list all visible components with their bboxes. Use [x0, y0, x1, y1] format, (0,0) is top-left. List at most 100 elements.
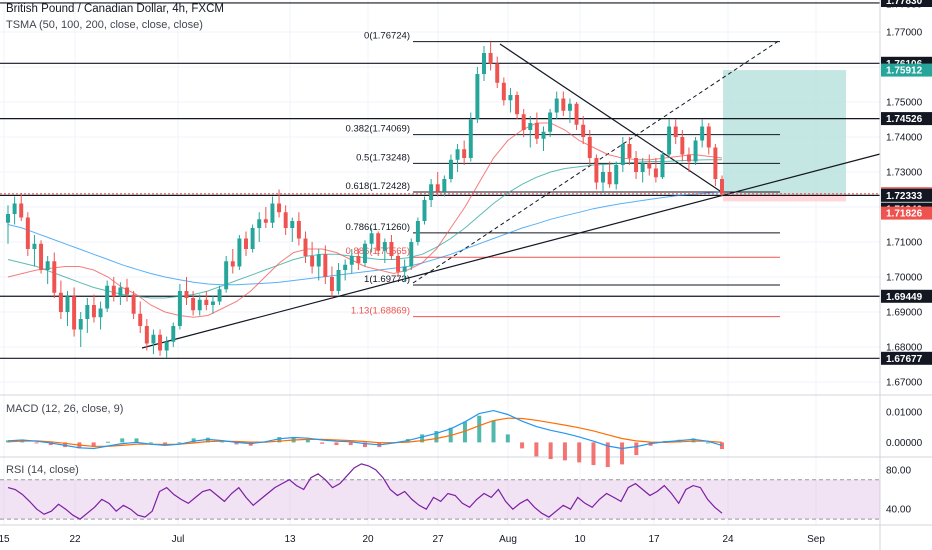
candle-body — [316, 254, 321, 267]
candle — [98, 301, 103, 330]
candle-body — [191, 298, 196, 311]
candle-body — [581, 124, 586, 137]
candle-body — [184, 291, 189, 298]
candle-body — [422, 200, 427, 221]
candle — [210, 296, 215, 314]
candle-body — [85, 305, 90, 319]
candle-body — [250, 228, 255, 249]
candle-body — [270, 203, 275, 223]
macd-histogram-bar — [177, 442, 182, 444]
candle-body — [78, 319, 83, 330]
candle — [541, 126, 546, 151]
candle-body — [435, 184, 440, 192]
candle — [409, 238, 414, 270]
candle-body — [515, 95, 520, 115]
candle — [270, 196, 275, 228]
macd-histogram-bar — [505, 434, 510, 443]
chart-title: British Pound / Canadian Dollar, 4h, FXC… — [6, 3, 224, 15]
y-tick-label: 1.71000 — [886, 238, 923, 249]
macd-histogram-bar — [534, 442, 539, 457]
candle-body — [561, 98, 566, 111]
candle — [78, 312, 83, 347]
candle — [343, 259, 348, 281]
candle-body — [541, 131, 546, 139]
candle-body — [548, 112, 553, 132]
candle-body — [310, 256, 315, 267]
candle-body — [111, 285, 116, 297]
candle-body — [296, 221, 301, 239]
candle-body — [277, 203, 282, 213]
macd-panel: 0.01000 0.00000 — [6, 408, 923, 468]
candle-body — [244, 238, 248, 249]
x-tick-label: 15 — [0, 534, 10, 545]
candle — [263, 207, 268, 228]
candle — [554, 91, 559, 120]
candle-body — [356, 256, 361, 263]
fib-label: 0.5(1.73248) — [356, 152, 410, 163]
candle-body — [118, 287, 123, 297]
candle — [475, 67, 480, 123]
candle-body — [204, 299, 209, 305]
x-tick-label: 22 — [69, 534, 81, 545]
candle-body — [554, 98, 559, 113]
candle-body — [171, 326, 176, 342]
candle-body — [138, 313, 143, 326]
candle — [620, 137, 625, 172]
price-tag-bg — [881, 206, 932, 220]
candle — [442, 175, 447, 197]
candle-body — [415, 221, 420, 242]
candle-body — [640, 163, 645, 172]
candle-body — [98, 308, 103, 318]
rsi-panel: 80.00 40.00 — [0, 463, 911, 520]
price-tag-label: 1.71826 — [886, 209, 923, 220]
price-tag: 1.72333 — [881, 188, 932, 202]
candle-body — [290, 221, 295, 228]
macd-histogram-bar — [462, 421, 467, 443]
macd-histogram-bar — [134, 438, 139, 443]
macd-histogram-bar — [491, 420, 496, 443]
candle — [25, 212, 30, 256]
candle-body — [482, 53, 486, 74]
candle — [118, 282, 123, 305]
candle-body — [210, 301, 215, 305]
candle — [151, 329, 156, 354]
candle — [257, 212, 262, 242]
candle-body — [336, 270, 341, 291]
candle — [191, 291, 196, 316]
rsi-line — [7, 463, 723, 520]
candle — [389, 235, 394, 260]
candle — [58, 280, 63, 319]
candle-body — [329, 277, 334, 291]
candle-body — [706, 126, 711, 148]
candle-body — [462, 149, 467, 158]
candle — [184, 277, 189, 305]
candle — [667, 119, 672, 158]
candle — [660, 151, 665, 179]
candle-body — [72, 296, 77, 330]
support-trendline — [141, 153, 881, 349]
candle — [125, 278, 129, 302]
candle-body — [39, 243, 44, 270]
candle — [640, 158, 645, 183]
candle-body — [105, 285, 110, 309]
candle-body — [448, 159, 453, 179]
price-tag-label: 1.74526 — [886, 114, 923, 125]
macd-histogram-bar — [234, 442, 239, 445]
macd-histogram-bar — [705, 442, 710, 444]
candle — [587, 130, 592, 165]
macd-histogram-bar — [63, 442, 68, 448]
price-tag: 1.71826 — [881, 206, 932, 220]
candle — [6, 205, 10, 244]
candle-body — [634, 158, 639, 172]
candle — [607, 161, 612, 188]
horizontal-levels — [0, 2, 880, 359]
x-tick-label: 10 — [574, 534, 586, 545]
candle — [363, 240, 367, 267]
macd-histogram-bar — [205, 437, 210, 443]
macd-histogram-bar — [148, 442, 153, 444]
candle — [634, 151, 639, 179]
candle-body — [363, 243, 367, 263]
candle — [204, 291, 209, 311]
macd-histogram-bar — [634, 442, 639, 456]
